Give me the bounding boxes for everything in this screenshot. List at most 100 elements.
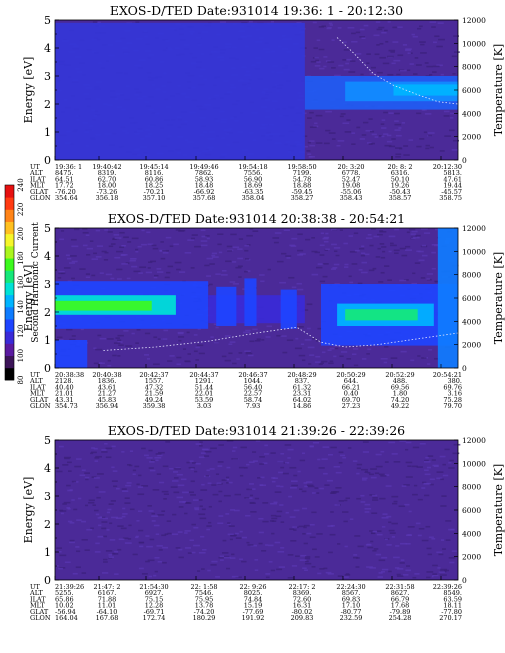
table-cell: 1557.: [145, 377, 164, 385]
noise-pixel: [60, 512, 64, 515]
noise-pixel: [121, 488, 127, 490]
noise-pixel: [381, 127, 387, 129]
noise-pixel: [440, 73, 444, 76]
noise-pixel: [399, 247, 407, 250]
noise-pixel: [372, 497, 378, 499]
noise-pixel: [412, 35, 418, 38]
noise-pixel: [349, 518, 354, 520]
noise-pixel: [395, 545, 400, 547]
noise-pixel: [363, 24, 369, 27]
noise-pixel: [289, 516, 296, 518]
noise-pixel: [160, 257, 166, 260]
noise-pixel: [177, 531, 183, 533]
noise-pixel: [238, 466, 245, 469]
noise-pixel: [346, 358, 352, 360]
noise-pixel: [89, 240, 94, 242]
noise-pixel: [209, 283, 213, 286]
noise-pixel: [85, 478, 89, 481]
noise-pixel: [244, 497, 250, 499]
noise-pixel: [226, 245, 233, 248]
noise-pixel: [231, 553, 235, 556]
noise-pixel: [289, 466, 297, 469]
noise-pixel: [101, 521, 108, 523]
noise-pixel: [250, 511, 257, 513]
noise-pixel: [302, 309, 309, 311]
table-cell: 358.43: [340, 194, 363, 202]
noise-pixel: [358, 247, 365, 250]
noise-pixel: [95, 513, 100, 516]
noise-pixel: [449, 459, 454, 462]
noise-pixel: [114, 256, 121, 259]
noise-pixel: [399, 440, 407, 442]
noise-pixel: [441, 495, 447, 497]
noise-pixel: [94, 457, 100, 459]
noise-pixel: [318, 363, 323, 366]
noise-pixel: [166, 520, 172, 522]
noise-pixel: [141, 447, 146, 450]
noise-pixel: [139, 266, 147, 269]
noise-pixel: [118, 344, 124, 346]
noise-pixel: [405, 441, 412, 444]
noise-pixel: [59, 554, 67, 557]
noise-pixel: [157, 338, 164, 340]
colorbar-label-group: Second Harmonic Current: [31, 222, 41, 343]
noise-pixel: [331, 39, 335, 41]
noise-pixel: [178, 271, 186, 273]
y-tick-label: 4: [44, 42, 51, 55]
noise-pixel: [238, 276, 242, 278]
spectrogram-panel: EXOS-D/TED Date:931014 21:39:26 - 22:39:…: [22, 423, 505, 622]
table-cell: 8025.: [244, 589, 263, 597]
noise-pixel: [189, 539, 194, 542]
noise-pixel: [384, 265, 390, 267]
noise-pixel: [76, 458, 82, 460]
noise-pixel: [246, 488, 253, 491]
table-row-label: ILAT: [30, 595, 46, 603]
noise-pixel: [215, 273, 221, 275]
noise-pixel: [303, 524, 310, 527]
noise-pixel: [345, 573, 350, 575]
noise-pixel: [296, 282, 302, 285]
noise-pixel: [103, 535, 108, 538]
table-cell: 22.01: [195, 390, 214, 398]
noise-pixel: [399, 69, 407, 72]
noise-pixel: [315, 114, 323, 117]
noise-pixel: [67, 520, 73, 523]
colorbar-segment: [5, 221, 14, 235]
noise-pixel: [67, 508, 71, 510]
noise-pixel: [211, 484, 217, 486]
noise-pixel: [121, 515, 126, 518]
noise-pixel: [246, 541, 250, 544]
y2-axis-label: Temperature [K]: [492, 464, 505, 556]
noise-pixel: [344, 263, 349, 266]
noise-pixel: [156, 271, 164, 273]
noise-pixel: [136, 329, 141, 331]
noise-pixel: [156, 473, 162, 475]
noise-pixel: [84, 549, 90, 551]
colorbar-segment: [5, 367, 14, 381]
noise-pixel: [342, 41, 347, 43]
table-cell: 1291.: [195, 377, 214, 385]
noise-pixel: [406, 565, 411, 567]
noise-pixel: [59, 567, 66, 569]
table-cell: 12.28: [145, 602, 164, 610]
noise-pixel: [141, 229, 145, 232]
noise-pixel: [413, 236, 420, 239]
table-cell: 3.16: [448, 390, 462, 398]
noise-pixel: [230, 509, 235, 511]
noise-pixel: [301, 490, 307, 493]
noise-pixel: [346, 58, 352, 61]
y2-tick-label: 12000: [462, 224, 486, 233]
table-cell: 380.: [448, 377, 462, 385]
noise-pixel: [300, 554, 307, 557]
noise-pixel: [412, 576, 417, 579]
noise-pixel: [176, 473, 183, 476]
noise-pixel: [81, 538, 88, 541]
noise-pixel: [388, 145, 396, 148]
noise-pixel: [427, 363, 431, 365]
noise-pixel: [381, 135, 385, 138]
noise-pixel: [96, 496, 101, 499]
noise-pixel: [362, 451, 370, 453]
noise-pixel: [155, 453, 162, 455]
noise-pixel: [314, 492, 320, 494]
noise-pixel: [411, 282, 418, 285]
